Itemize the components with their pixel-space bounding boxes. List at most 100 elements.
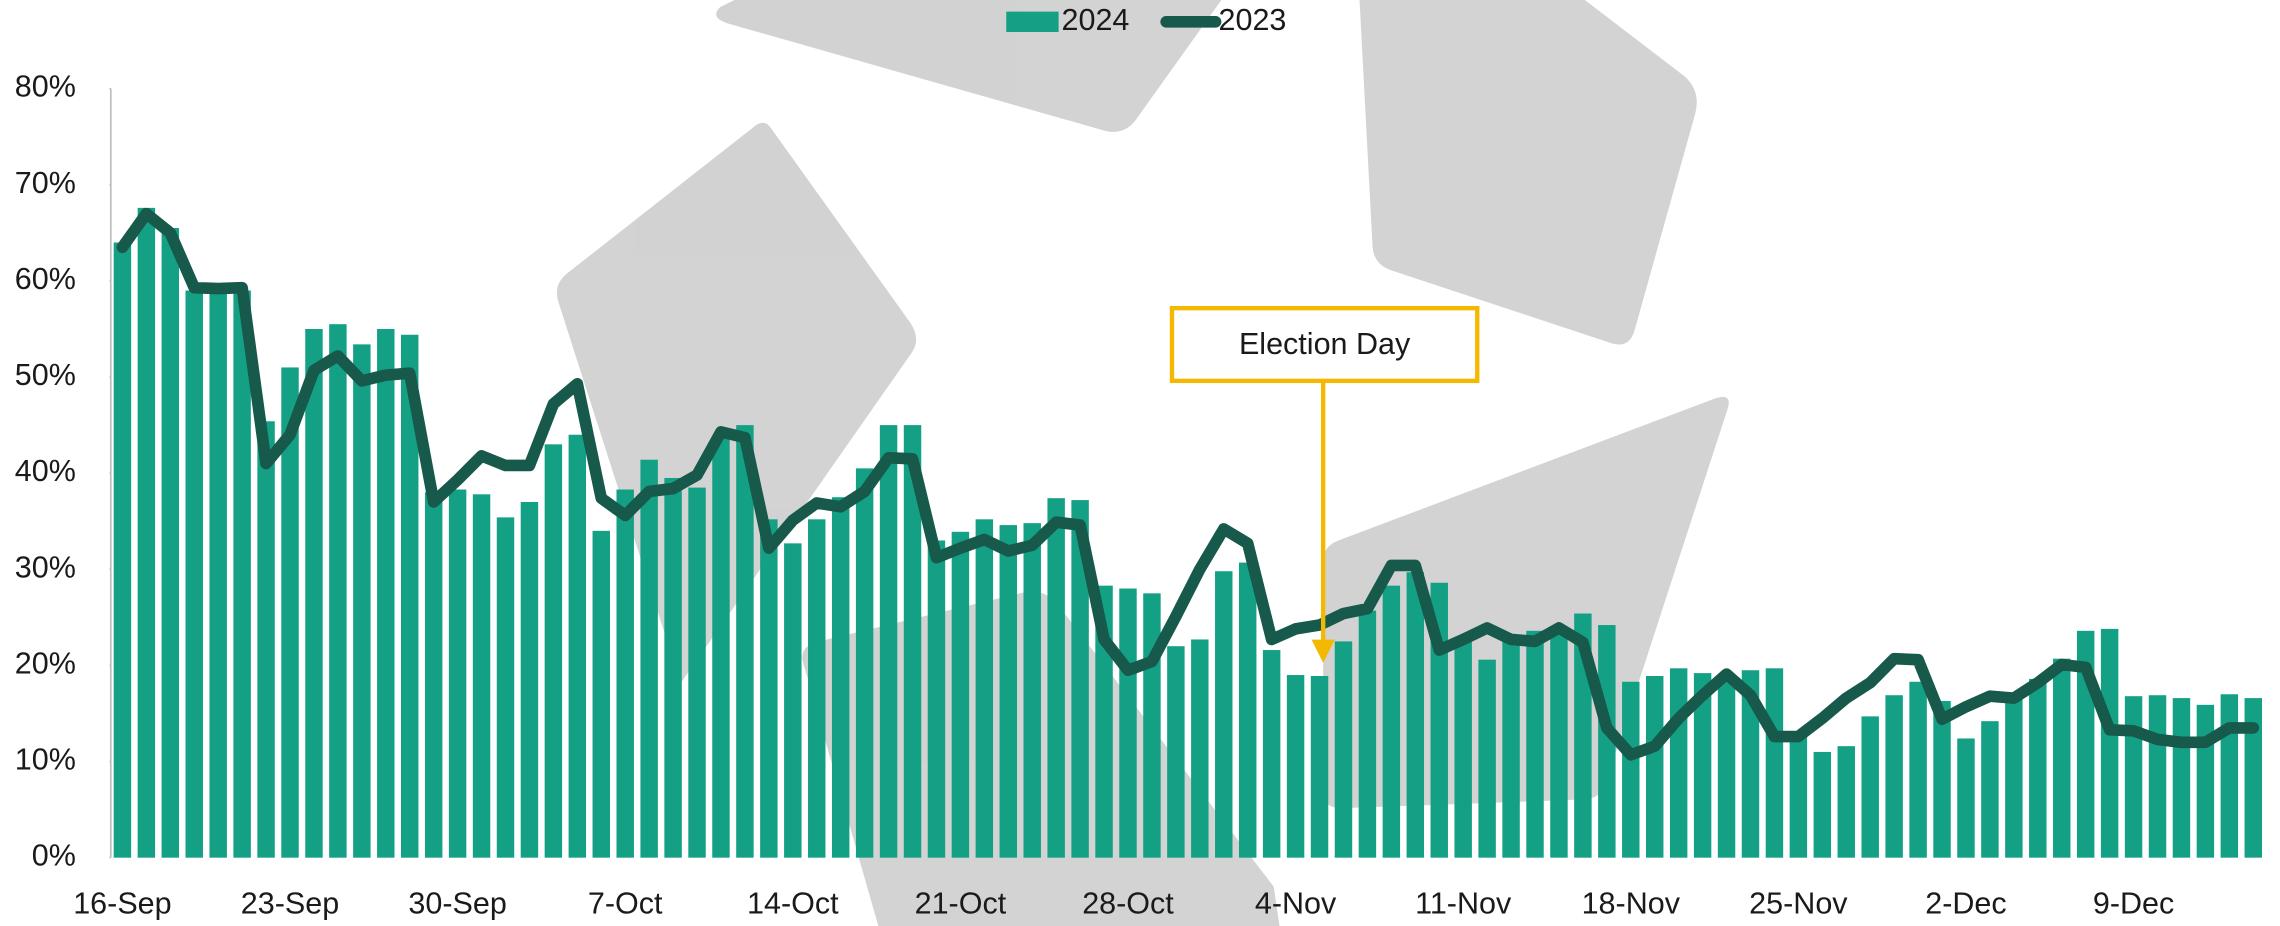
line	[116, 207, 2260, 761]
bar	[257, 421, 275, 858]
x-tick-label: 16-Sep	[73, 887, 171, 921]
bar	[1047, 498, 1065, 858]
bar	[2053, 658, 2071, 858]
bar	[927, 540, 946, 858]
x-tick-label: 23-Sep	[241, 887, 339, 921]
bars	[113, 207, 2263, 858]
bar	[1382, 585, 1401, 858]
bar	[1837, 746, 1855, 858]
legend-swatch	[1006, 11, 1059, 32]
y-tick-label: 30%	[15, 550, 76, 584]
x-tick-label: 11-Nov	[1415, 887, 1512, 921]
bar	[1119, 588, 1137, 858]
bar	[544, 444, 563, 858]
lines	[116, 207, 2260, 761]
x-tick-label: 14-Oct	[747, 887, 839, 921]
bar	[760, 519, 778, 858]
bar	[1215, 571, 1233, 858]
bar	[1669, 668, 1688, 858]
bar	[520, 502, 539, 858]
bar	[1717, 681, 1736, 858]
bar	[472, 494, 491, 858]
y-tick-label: 60%	[15, 262, 76, 296]
bar	[281, 367, 299, 858]
bar	[855, 468, 874, 858]
background-shape	[716, 0, 1222, 132]
bar	[903, 425, 922, 858]
bar	[329, 324, 347, 858]
x-tick-label: 21-Oct	[915, 887, 1007, 921]
bar	[496, 517, 515, 858]
bar	[2172, 698, 2191, 858]
x-tick-label: 30-Sep	[408, 887, 506, 921]
bar	[1933, 700, 1951, 858]
bar	[2100, 628, 2119, 858]
legend-label: 2023	[1218, 3, 1286, 37]
bar	[1358, 610, 1377, 858]
bar	[1310, 676, 1329, 858]
bar	[1406, 572, 1425, 858]
x-tick-label: 7-Oct	[588, 887, 663, 921]
bar	[1765, 668, 1784, 858]
background-shape	[1359, 0, 1697, 345]
y-tick-label: 40%	[15, 454, 76, 488]
bar	[999, 525, 1018, 858]
y-tick-label: 80%	[15, 70, 76, 104]
bar	[1334, 641, 1353, 858]
bar	[377, 328, 395, 858]
bar	[1741, 670, 1760, 858]
bar	[424, 492, 443, 858]
bar	[2124, 696, 2143, 858]
bar	[1909, 681, 1927, 858]
y-tick-label: 50%	[15, 358, 76, 392]
bar	[568, 434, 587, 858]
annotation-text: Election Day	[1239, 327, 1411, 361]
bar	[448, 489, 467, 858]
bar	[113, 242, 132, 858]
bar	[831, 497, 850, 858]
bar	[1454, 638, 1472, 858]
bar	[616, 489, 634, 858]
bar	[1238, 562, 1257, 858]
bar	[1023, 523, 1041, 858]
bar	[1502, 639, 1520, 858]
x-tick-label: 9-Dec	[2093, 887, 2174, 921]
bar	[2196, 704, 2215, 858]
annotation-box	[1169, 306, 1480, 384]
bar	[1813, 751, 1832, 858]
bar	[401, 334, 419, 858]
bar	[353, 344, 371, 858]
bar	[1143, 593, 1161, 858]
x-tick-label: 25-Nov	[1749, 887, 1848, 921]
x-tick-label: 4-Nov	[1255, 887, 1337, 921]
bar	[640, 459, 658, 858]
annotation-arrowhead	[1311, 639, 1335, 663]
y-tick-label: 20%	[15, 646, 76, 680]
bar	[879, 425, 898, 858]
legend: 2024 2023	[1006, 3, 1286, 37]
bar	[808, 519, 826, 858]
bar	[688, 487, 706, 858]
bar	[2029, 678, 2047, 858]
bar	[1598, 625, 1616, 858]
bar	[1861, 716, 1879, 858]
bar	[1167, 646, 1185, 858]
bar	[1526, 630, 1544, 858]
x-tick-label: 18-Nov	[1582, 887, 1681, 921]
bar	[1981, 721, 1999, 858]
bar	[975, 519, 994, 858]
x-tick-label: 2-Dec	[1925, 887, 2006, 921]
bar	[305, 328, 323, 858]
bar	[951, 531, 970, 858]
bar	[1071, 500, 1089, 858]
bar	[185, 290, 203, 858]
bar	[712, 437, 730, 858]
bar	[1693, 673, 1712, 858]
bar	[2220, 694, 2239, 858]
bar	[1286, 675, 1305, 858]
bar	[784, 543, 802, 858]
bar	[1789, 732, 1808, 858]
y-tick-label: 10%	[15, 743, 76, 777]
